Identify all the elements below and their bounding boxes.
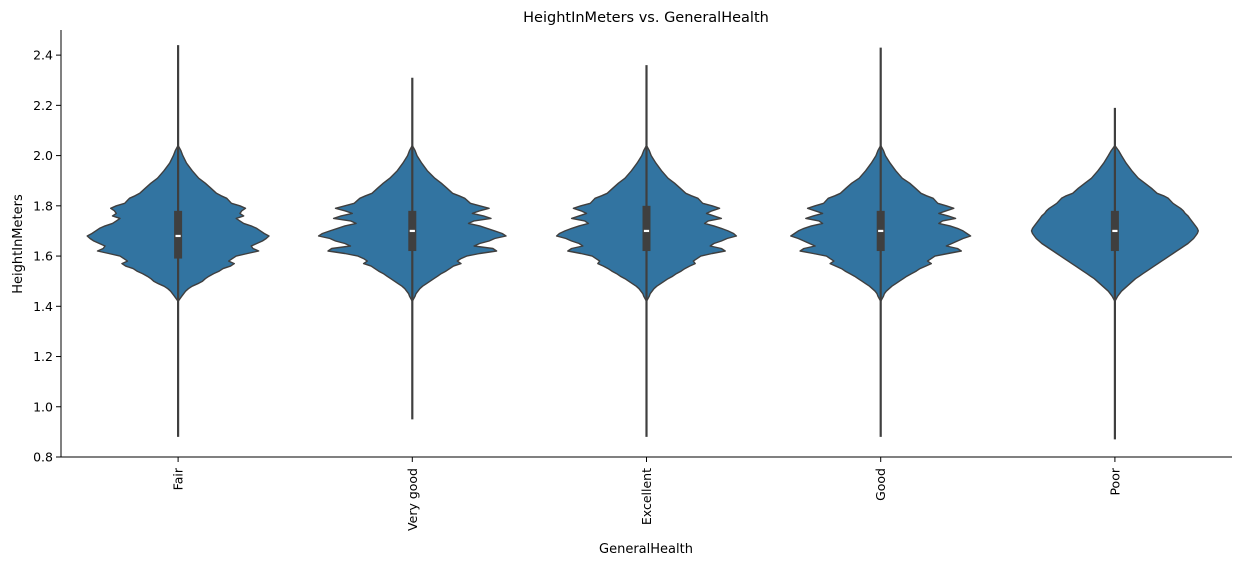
y-tick-label-2.0: 2.0 (33, 148, 53, 163)
y-tick-label-1.6: 1.6 (33, 249, 53, 264)
y-tick-label-1.8: 1.8 (33, 198, 53, 213)
median-marker-very-good (409, 229, 415, 233)
x-tick-label-very-good: Very good (405, 468, 420, 531)
y-tick-label-2.2: 2.2 (33, 98, 53, 113)
median-marker-good (878, 229, 884, 233)
x-tick-label-excellent: Excellent (639, 468, 654, 525)
x-tick-label-fair: Fair (171, 467, 186, 490)
iqr-box-fair (174, 210, 183, 259)
violins-layer (86, 45, 1199, 440)
x-axis-title: GeneralHealth (599, 542, 693, 557)
y-tick-label-1.4: 1.4 (33, 299, 53, 314)
y-tick-label-1.2: 1.2 (33, 349, 53, 364)
median-marker-fair (175, 234, 181, 238)
y-tick-label-1.0: 1.0 (33, 399, 53, 414)
y-axis-title: HeightInMeters (11, 194, 26, 294)
y-tick-label-2.4: 2.4 (33, 48, 53, 63)
median-marker-poor (1112, 229, 1118, 233)
median-marker-excellent (643, 229, 650, 233)
chart-title: HeightInMeters vs. GeneralHealth (523, 10, 769, 26)
y-tick-label-0.8: 0.8 (33, 450, 53, 465)
axes-layer: Fair Very good Excellent Good Poor 0.8 1.0 1.2 1… (33, 30, 1232, 531)
x-tick-label-good: Good (873, 468, 888, 501)
iqr-box-excellent (642, 205, 651, 252)
x-tick-label-poor: Poor (1107, 467, 1122, 495)
